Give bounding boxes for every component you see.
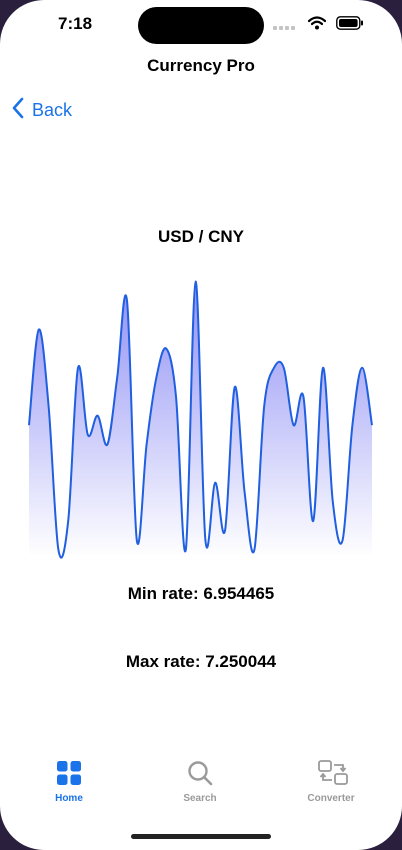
nav-title: Currency Pro [147, 56, 255, 75]
magnifier-icon [187, 760, 213, 786]
status-bar: 7:18 [0, 0, 402, 50]
converter-icon [318, 760, 348, 786]
max-rate-label: Max rate: 7.250044 [125, 652, 277, 671]
tab-converter-label: Converter [307, 793, 355, 804]
back-button[interactable]: Back [12, 97, 73, 124]
cellular-signal-icon [273, 17, 297, 35]
chevron-left-icon [12, 97, 24, 124]
battery-icon [336, 16, 364, 35]
grid-icon [56, 760, 82, 786]
tab-search[interactable]: Search [140, 760, 260, 804]
tab-converter[interactable]: Converter [271, 760, 391, 804]
chart-series-line [28, 280, 373, 559]
status-icons [273, 16, 364, 32]
dynamic-island [138, 7, 264, 44]
min-rate-label: Min rate: 6.954465 [127, 584, 275, 603]
tab-home-label: Home [55, 793, 83, 804]
status-time: 7:18 [58, 14, 93, 33]
wifi-icon [307, 16, 326, 35]
tab-home[interactable]: Home [9, 760, 129, 804]
home-indicator [131, 834, 271, 839]
chart-title: USD / CNY [158, 227, 244, 246]
rate-area-chart [28, 280, 373, 559]
tab-bar: Home Search Conv [0, 760, 402, 820]
tab-search-label: Search [183, 793, 217, 804]
back-label: Back [32, 99, 73, 120]
